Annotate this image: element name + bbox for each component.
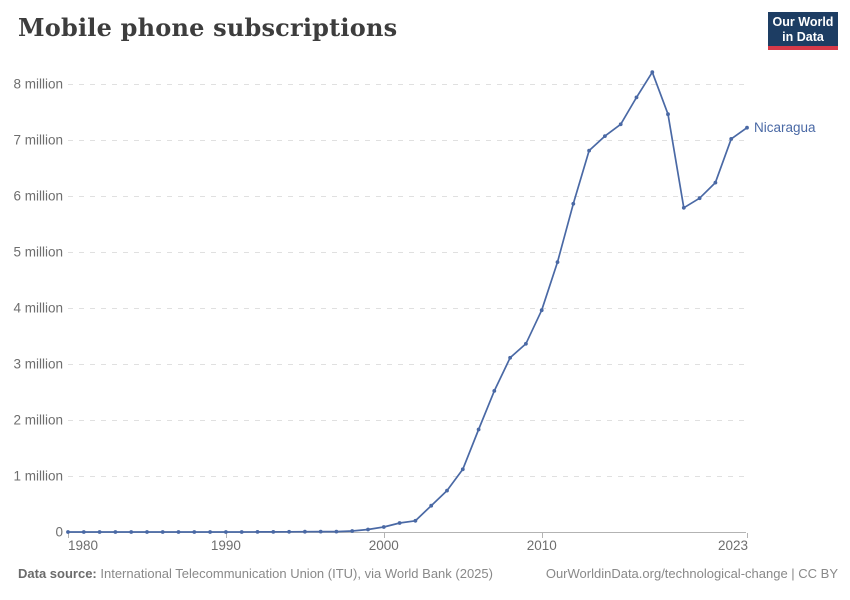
data-point[interactable] — [334, 529, 339, 534]
footer-source-label: Data source: — [18, 566, 97, 581]
data-point[interactable] — [318, 529, 323, 534]
data-point[interactable] — [271, 530, 276, 534]
data-point[interactable] — [492, 389, 497, 393]
y-axis-tick-label: 4 million — [13, 301, 63, 316]
data-point[interactable] — [429, 503, 434, 508]
chart-footer: Data source: International Telecommunica… — [18, 566, 838, 581]
x-axis-tick-label: 1980 — [68, 538, 98, 553]
data-point[interactable] — [66, 530, 70, 534]
y-axis-tick-label: 0 — [55, 525, 63, 540]
data-point[interactable] — [524, 341, 528, 346]
data-point[interactable] — [508, 355, 512, 360]
data-point[interactable] — [729, 137, 734, 141]
data-point[interactable] — [476, 427, 481, 432]
data-point[interactable] — [366, 527, 370, 532]
y-axis-tick-label: 1 million — [13, 469, 63, 484]
data-point[interactable] — [555, 260, 560, 264]
data-point[interactable] — [413, 518, 418, 523]
data-point[interactable] — [603, 134, 607, 139]
data-point[interactable] — [445, 488, 449, 493]
chart-title: Mobile phone subscriptions — [18, 13, 398, 42]
data-point[interactable] — [192, 530, 197, 534]
data-point[interactable] — [460, 467, 465, 472]
data-point[interactable] — [350, 529, 355, 533]
data-point[interactable] — [381, 525, 386, 529]
data-point[interactable] — [160, 530, 165, 534]
footer-source-text: International Telecommunication Union (I… — [100, 566, 493, 581]
owid-logo-line1: Our World — [772, 15, 834, 29]
data-point[interactable] — [681, 205, 686, 210]
x-axis-tick-label: 2010 — [527, 538, 557, 553]
data-point[interactable] — [634, 95, 639, 100]
data-point[interactable] — [287, 529, 291, 534]
data-point[interactable] — [650, 70, 655, 75]
owid-logo[interactable]: Our World in Data — [768, 12, 838, 50]
y-axis-tick-label: 7 million — [13, 133, 63, 148]
data-point[interactable] — [129, 530, 134, 534]
data-point[interactable] — [571, 201, 576, 206]
data-point[interactable] — [145, 530, 149, 534]
data-point[interactable] — [713, 180, 718, 185]
x-axis-tick-label: 1990 — [211, 538, 241, 553]
y-axis-tick-label: 2 million — [13, 413, 63, 428]
data-point[interactable] — [81, 530, 86, 534]
entity-label[interactable]: Nicaragua — [754, 120, 816, 135]
data-point[interactable] — [303, 529, 307, 534]
footer-citation-link[interactable]: OurWorldinData.org/technological-change … — [545, 566, 838, 581]
y-axis-tick-label: 3 million — [13, 357, 63, 372]
x-axis-tick-label: 2023 — [718, 538, 748, 553]
data-point[interactable] — [176, 530, 181, 534]
data-point[interactable] — [113, 530, 118, 534]
data-point[interactable] — [239, 530, 244, 534]
data-point[interactable] — [587, 148, 591, 153]
data-point[interactable] — [397, 521, 402, 525]
data-point[interactable] — [224, 530, 228, 534]
owid-logo-line2: in Data — [782, 30, 824, 44]
data-point[interactable] — [618, 122, 623, 127]
y-axis-tick-label: 5 million — [13, 245, 63, 260]
data-point[interactable] — [539, 308, 544, 313]
data-point[interactable] — [97, 530, 102, 534]
x-axis-tick-label: 2000 — [369, 538, 399, 553]
footer-source: Data source: International Telecommunica… — [18, 566, 493, 581]
y-axis-tick-label: 8 million — [13, 77, 63, 92]
data-point[interactable] — [697, 196, 702, 201]
data-point[interactable] — [745, 125, 749, 130]
y-axis-tick-label: 6 million — [13, 189, 63, 204]
data-point[interactable] — [255, 530, 260, 534]
data-point[interactable] — [208, 530, 213, 534]
data-point[interactable] — [666, 112, 670, 117]
series-line-nicaragua[interactable] — [67, 71, 748, 533]
